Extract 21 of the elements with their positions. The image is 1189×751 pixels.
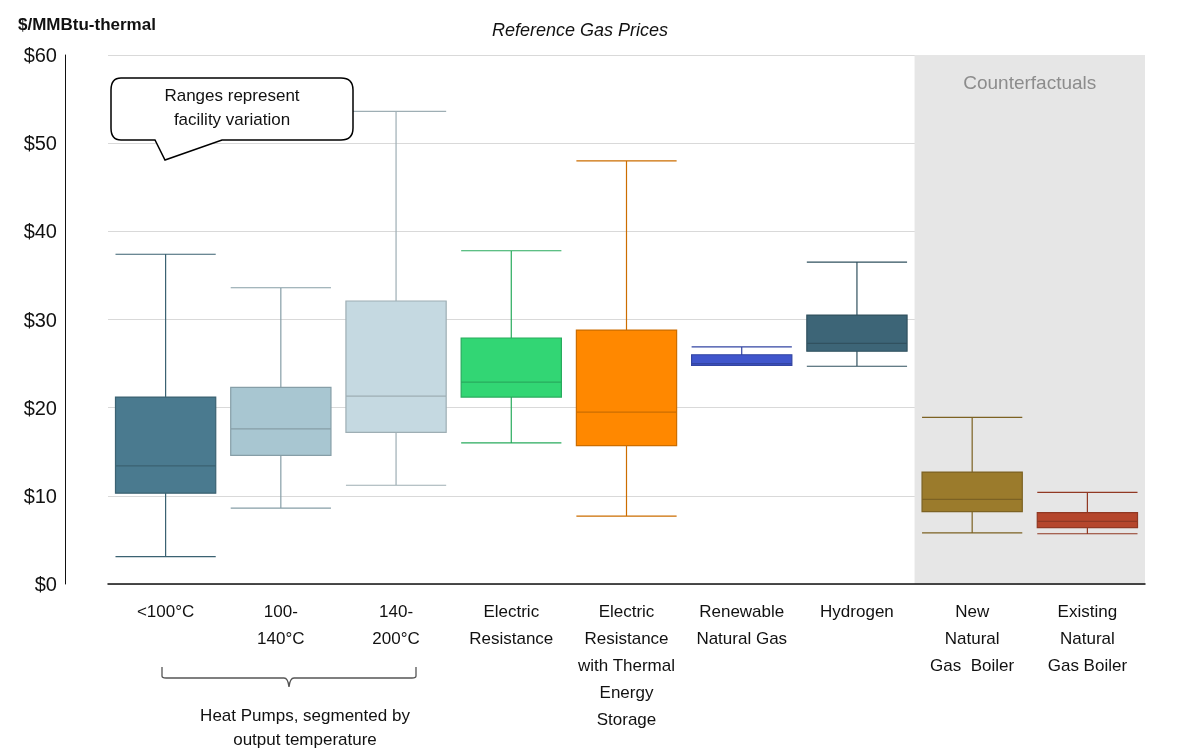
text: Heat Pumps, segmented by output temperature (199, 705, 411, 751)
x-tick-label: Existing Natural Gas Boiler (1047, 602, 1128, 675)
y-tick-label: $40 (23, 220, 57, 243)
y-tick-label: $60 (23, 44, 57, 66)
y-tick-label: $0 (34, 573, 57, 595)
x-tick-label: Electric Resistance (469, 602, 554, 648)
y-tick-label: $10 (23, 484, 57, 507)
chart-title: Reference Gas Prices (491, 20, 669, 40)
annotation: Ranges represent facility variation (163, 85, 301, 131)
x-tick-label: Electric Resistance with Thermal Energy Storage (577, 602, 675, 729)
y-tick-label: $50 (23, 132, 57, 155)
y-tick-label: $20 (23, 396, 57, 419)
x-tick-label: Renewable Natural Gas (696, 602, 788, 648)
y-axis-title: $/MMBtu-thermal (18, 15, 156, 34)
x-tick-label: Hydrogen (820, 602, 894, 621)
x-tick-label: <100°C (136, 602, 195, 621)
y-tick-label: $30 (23, 308, 57, 331)
x-tick-label: New Natural Gas Boiler (930, 602, 1015, 675)
x-tick-label: 140- 200°C (372, 602, 420, 648)
band-label: Counterfactuals (963, 72, 1097, 93)
x-tick-label: 100- 140°C (257, 602, 305, 648)
